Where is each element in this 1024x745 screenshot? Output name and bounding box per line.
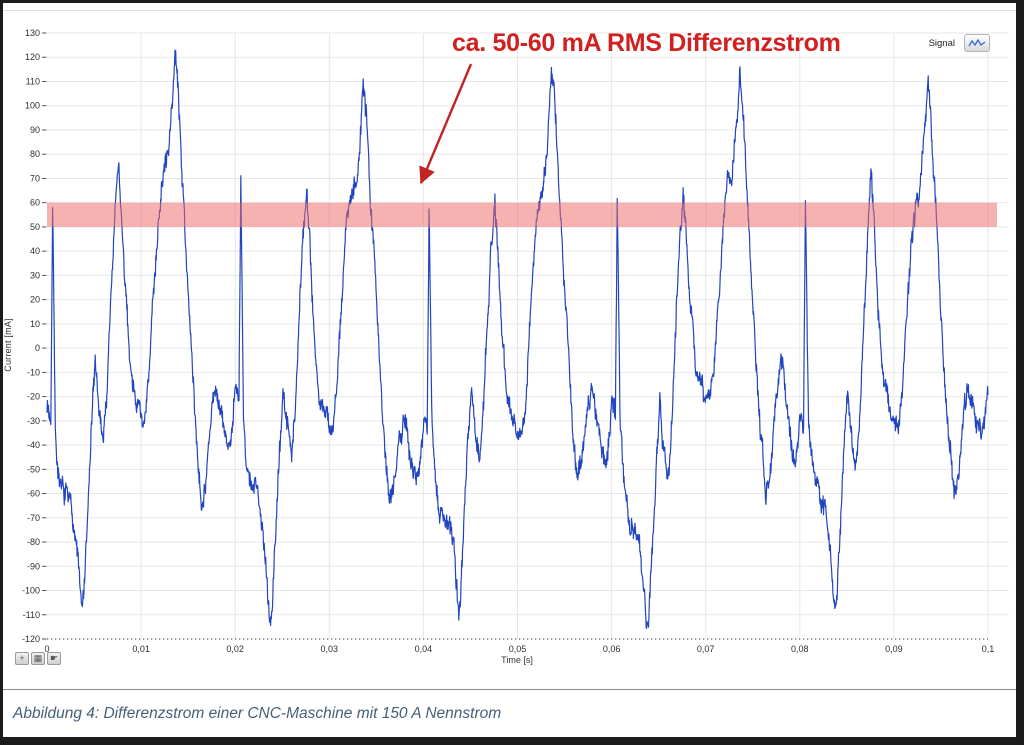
legend-item-signal[interactable]: Signal [900,33,990,53]
chart-canvas: 1301201101009080706050403020100-10-20-30… [22,28,1009,654]
frame-border-left [0,0,3,740]
y-axis-title: Current [mA] [3,318,13,372]
x-tick-label: 0 [44,644,49,654]
y-tick-label: -40 [27,440,40,450]
y-tick-label: -60 [27,489,40,499]
y-tick-label: -50 [27,464,40,474]
y-tick-label: 50 [30,222,40,232]
rms-band-layer [47,202,997,227]
pan-hand-tool-icon[interactable]: ☛ [47,652,61,665]
waveform-plot-icon[interactable] [964,34,990,52]
y-tick-label: 20 [30,295,40,305]
y-tick-label: -100 [22,586,40,596]
x-tick-label: 0,1 [982,644,995,654]
legend-label: Signal [928,37,955,49]
annotation-arrow [419,63,473,185]
x-tick-label: 0,01 [132,644,150,654]
crosshair-tool-icon[interactable]: + [15,652,29,665]
y-tick-label: 30 [30,270,40,280]
x-axis-title: Time [s] [501,655,533,665]
axis-layer: 1301201101009080706050403020100-10-20-30… [22,28,994,654]
y-tick-label: 80 [30,149,40,159]
y-tick-label: -120 [22,634,40,644]
y-tick-label: 60 [30,198,40,208]
x-tick-label: 0,09 [885,644,903,654]
x-tick-label: 0,07 [697,644,715,654]
y-tick-label: 90 [30,125,40,135]
y-tick-label: -90 [27,561,40,571]
y-tick-label: 40 [30,246,40,256]
y-tick-label: 0 [35,343,40,353]
y-tick-label: -70 [27,513,40,523]
x-tick-label: 0,06 [603,644,621,654]
x-tick-label: 0,04 [415,644,433,654]
panel-top-hairline [3,10,1016,11]
zoom-tool-icon[interactable]: ▦ [31,652,45,665]
grid-layer [47,32,1009,639]
waveform-glyph [968,38,986,47]
rms-band [47,202,997,227]
figure-caption: Abbildung 4: Differenzstrom einer CNC-Ma… [13,705,502,722]
x-tick-label: 0,02 [226,644,244,654]
rms-annotation-text: ca. 50-60 mA RMS Differenzstrom [452,29,841,57]
graph-tool-palette: + ▦ ☛ [15,652,61,665]
y-tick-label: 120 [25,52,40,62]
y-tick-label: -30 [27,416,40,426]
signal-trace [46,49,989,630]
y-tick-label: -80 [27,537,40,547]
frame-border-bottom [0,737,1024,745]
x-tick-label: 0,05 [509,644,527,654]
chart-panel-bottom-line [3,689,1016,690]
y-tick-label: 10 [30,319,40,329]
y-tick-label: 110 [26,76,40,86]
x-tick-label: 0,08 [791,644,809,654]
y-tick-label: -110 [23,610,40,620]
signal-layer [46,49,989,630]
y-tick-label: 130 [25,28,40,38]
y-tick-label: 70 [30,173,40,183]
y-tick-label: 100 [25,101,40,111]
y-tick-label: -20 [27,392,40,402]
y-tick-label: -10 [27,367,40,377]
x-tick-label: 0,03 [321,644,339,654]
frame-border-top [0,0,1024,3]
frame-border-right [1016,0,1024,745]
